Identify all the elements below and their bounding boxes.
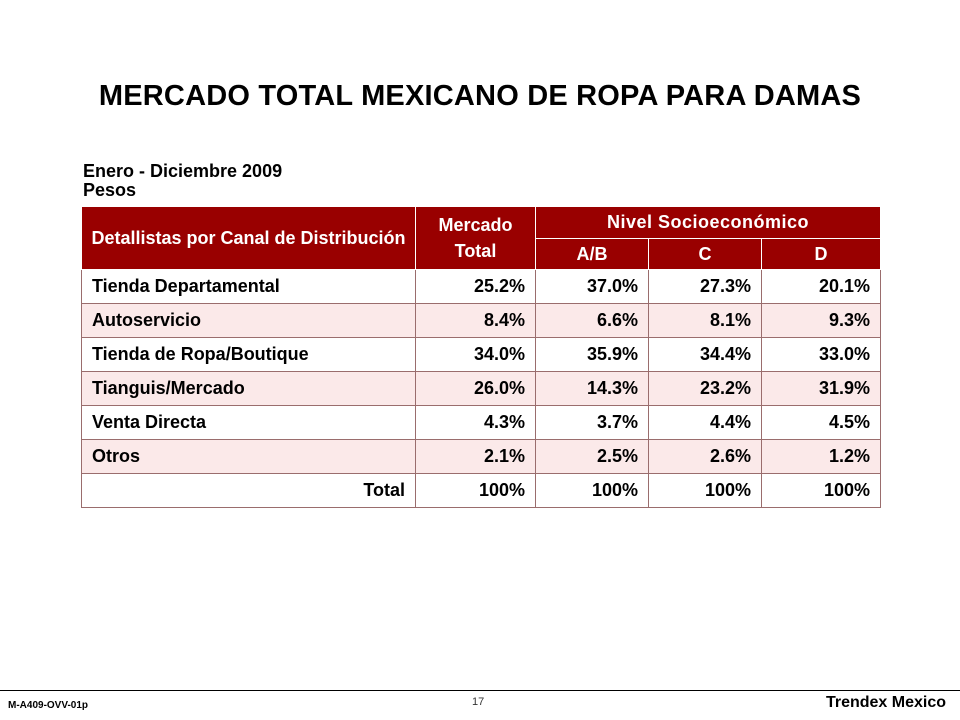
- document-code: M-A409-OVV-01p: [8, 700, 89, 711]
- row-label: Tienda de Ropa/Boutique: [81, 337, 416, 372]
- cell-ab: 2.5%: [535, 439, 649, 474]
- header-market-total: Mercado Total: [415, 206, 536, 270]
- header-level-d: D: [761, 238, 881, 270]
- row-label: Otros: [81, 439, 416, 474]
- cell-market-total: 8.4%: [415, 303, 536, 338]
- table-row: Tianguis/Mercado 26.0% 14.3% 23.2% 31.9%: [81, 371, 881, 406]
- table-row-total: Total 100% 100% 100% 100%: [81, 473, 881, 508]
- cell-ab: 3.7%: [535, 405, 649, 440]
- cell-d: 100%: [761, 473, 881, 508]
- cell-c: 34.4%: [648, 337, 762, 372]
- subtitle: Enero - Diciembre 2009 Pesos: [83, 162, 282, 200]
- table-row: Otros 2.1% 2.5% 2.6% 1.2%: [81, 439, 881, 474]
- page-title: MERCADO TOTAL MEXICANO DE ROPA PARA DAMA…: [98, 80, 862, 112]
- row-label: Tienda Departamental: [81, 269, 416, 304]
- cell-market-total: 4.3%: [415, 405, 536, 440]
- cell-c: 100%: [648, 473, 762, 508]
- brand-name: Trendex Mexico: [825, 694, 946, 711]
- cell-c: 23.2%: [648, 371, 762, 406]
- row-label: Venta Directa: [81, 405, 416, 440]
- table-row: Tienda Departamental 25.2% 37.0% 27.3% 2…: [81, 269, 881, 304]
- cell-d: 9.3%: [761, 303, 881, 338]
- cell-d: 20.1%: [761, 269, 881, 304]
- row-label: Tianguis/Mercado: [81, 371, 416, 406]
- cell-ab: 100%: [535, 473, 649, 508]
- cell-d: 1.2%: [761, 439, 881, 474]
- cell-d: 31.9%: [761, 371, 881, 406]
- table-row: Venta Directa 4.3% 3.7% 4.4% 4.5%: [81, 405, 881, 440]
- cell-market-total: 26.0%: [415, 371, 536, 406]
- cell-c: 4.4%: [648, 405, 762, 440]
- row-label-total: Total: [81, 473, 416, 508]
- cell-market-total: 25.2%: [415, 269, 536, 304]
- cell-ab: 6.6%: [535, 303, 649, 338]
- market-share-table: Detallistas por Canal de Distribución Me…: [81, 205, 881, 508]
- cell-market-total: 34.0%: [415, 337, 536, 372]
- header-channel: Detallistas por Canal de Distribución: [81, 206, 416, 270]
- cell-d: 33.0%: [761, 337, 881, 372]
- unit-label: Pesos: [83, 180, 137, 200]
- footer-divider: [0, 690, 960, 691]
- header-level-c: C: [648, 238, 762, 270]
- cell-d: 4.5%: [761, 405, 881, 440]
- table-row: Autoservicio 8.4% 6.6% 8.1% 9.3%: [81, 303, 881, 338]
- page-number: 17: [472, 696, 485, 708]
- header-socioeconomic-level: Nivel Socioeconómico: [535, 205, 881, 240]
- cell-c: 27.3%: [648, 269, 762, 304]
- cell-c: 2.6%: [648, 439, 762, 474]
- header-level-ab: A/B: [535, 238, 649, 270]
- row-label: Autoservicio: [81, 303, 416, 338]
- cell-c: 8.1%: [648, 303, 762, 338]
- cell-ab: 35.9%: [535, 337, 649, 372]
- cell-ab: 14.3%: [535, 371, 649, 406]
- cell-market-total: 100%: [415, 473, 536, 508]
- cell-ab: 37.0%: [535, 269, 649, 304]
- table-row: Tienda de Ropa/Boutique 34.0% 35.9% 34.4…: [81, 337, 881, 372]
- period-label: Enero - Diciembre 2009: [83, 161, 283, 181]
- cell-market-total: 2.1%: [415, 439, 536, 474]
